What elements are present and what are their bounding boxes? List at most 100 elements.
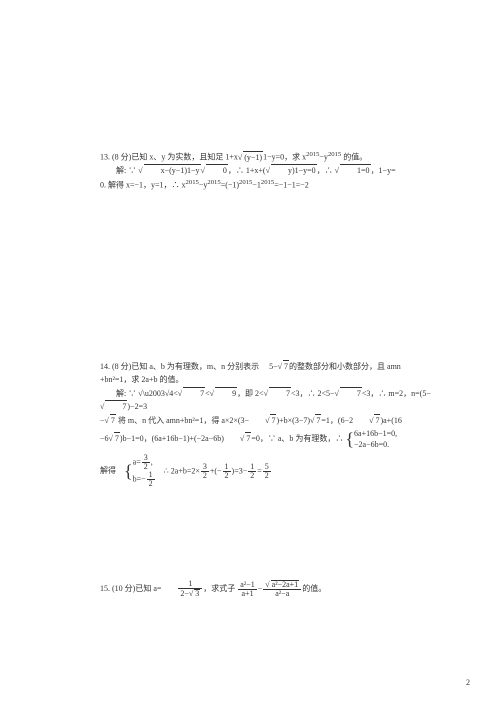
p15-f1d: 2− 3 — [178, 589, 202, 598]
brace2-b-label: b=− — [133, 475, 146, 484]
p13-sol-l2mid3: −1 — [252, 181, 261, 190]
p13-h-tail: −y — [319, 153, 328, 162]
p14-r2: ，即 2< — [237, 389, 264, 398]
brace-left-icon: { — [124, 462, 133, 480]
f3d: 2 — [248, 472, 256, 480]
p13-sol-line1: 解: ∵ x−(y−1)1−y0，∴ 1+x+(y)1−y=0，∴ 1=0，1−… — [100, 164, 450, 178]
p14-fe4: = — [257, 466, 262, 475]
frac-a: 32 — [142, 454, 150, 471]
p15-frac1: 12− 3 — [178, 580, 202, 598]
p13-sol-rad1: x−(y−1)1−y — [144, 164, 201, 178]
p15-f3n-rad: a²−2a+1 — [271, 580, 300, 589]
brace1-bot: −2a−6b=0. — [354, 439, 397, 450]
f2d: 2 — [223, 472, 231, 480]
radical-icon — [264, 389, 268, 398]
p15-f1d-rad: 3 — [194, 589, 200, 598]
brace2-row-a: a=32, — [133, 454, 156, 471]
p15-f2d: a+1 — [238, 590, 256, 598]
brace-system-1: { 6a+16b−1=0, −2a−6b=0. — [345, 428, 397, 450]
p13-header: 13. (8 分)已知 x、y 为实数，且知足 1+x — [100, 153, 238, 162]
radical-icon — [240, 434, 244, 443]
p13-sol-rad2: 0 — [206, 164, 228, 178]
p14-r1: 4< — [169, 389, 178, 398]
p13-sol-mid2: ，∴ — [317, 166, 335, 175]
p14-fe2: +(− — [210, 466, 222, 475]
p14-sol-line3: −67)b−1=0，(6a+16b−1)+(−2a−6b) 7=0，∵ a、b … — [100, 428, 450, 450]
p13-h-rad2: 求 x — [292, 153, 306, 162]
radical-icon — [335, 166, 339, 175]
p14-r1b: 7 — [183, 387, 205, 401]
radical-icon — [265, 580, 269, 589]
radical-icon — [189, 589, 193, 598]
p13-h-end: 的值。 — [341, 153, 367, 162]
p13-sol-prefix: 解: ∵ — [116, 166, 138, 175]
radical-icon — [310, 416, 314, 425]
p14-r2b: 7 — [269, 387, 291, 401]
page-number: 2 — [466, 678, 470, 687]
p15-line: 15. (10 分)已知 a= 12−3，求式子 a²−1a+1−a²−2a+1… — [100, 580, 450, 598]
p14-sol-prefix: 解: ∵ — [116, 389, 138, 398]
p14-fe1: ∴ 2a+b=2× — [164, 466, 200, 475]
p13-sol-sup2: 2015 — [207, 179, 220, 186]
p13-sup1: 2015 — [306, 151, 319, 158]
brace-left-icon: { — [345, 430, 354, 448]
p14-l3c: )b−1=0，(6a+16b−1)+(−2a−6b) — [120, 434, 240, 443]
p13-sol-l2a: 0. 解得 x=−1，y=1，∴ x — [100, 181, 186, 190]
problem-14: 14. (8 分)已知 a、b 为有理数，m、n 分别表示 5−7的整数部分和小… — [100, 360, 450, 488]
radical-icon — [100, 402, 104, 411]
brace2-row-b: b=−12 — [133, 471, 156, 488]
p14-final-expr: ∴ 2a+b=2×32+(−12)=3−12=52 — [164, 463, 272, 480]
p13-sol-line2: 0. 解得 x=−1，y=1，∴ x2015−y2015=(−1)2015−12… — [100, 178, 450, 192]
p14-final-prefix: 解得 — [100, 465, 116, 478]
p13-sup2: 2015 — [328, 151, 341, 158]
p14-sol-line1: 解: ∵ \u20034<7<9，即 2<7<3，∴ 2<5−7<3，∴ m=2… — [100, 387, 450, 415]
p15-tail: 的值。 — [302, 584, 326, 593]
p13-header-line: 13. (8 分)已知 x、y 为实数，且知足 1+x (y−1)1−y=0，求 … — [100, 150, 450, 164]
p14-r2c: <3，∴ 2<5− — [291, 389, 335, 398]
radical-icon — [210, 389, 214, 398]
p13-h-mid: 1−y=0， — [263, 153, 292, 162]
p13-sol-sup3: 2015 — [239, 179, 252, 186]
frac-f3: 12 — [248, 463, 256, 480]
p14-l2b: 将 m、n 代入 amn+bn²=1，得 a×2×(3− — [116, 416, 265, 425]
brace2-content: a=32, b=−12 — [133, 454, 156, 488]
p15-header: 15. (10 分)已知 a= — [100, 584, 177, 593]
p14-header-line: 14. (8 分)已知 a、b 为有理数，m、n 分别表示 5−7的整数部分和小… — [100, 360, 450, 374]
p15-frac3: a²−2a+1a²−a — [263, 580, 301, 598]
radical-icon — [201, 166, 205, 175]
p15-mid: ，求式子 — [203, 584, 235, 593]
brace-system-2: { a=32, b=−12 — [124, 454, 156, 488]
p14-l3e: =0，∵ a、b 为有理数，∴ — [251, 434, 343, 443]
radical-icon — [266, 166, 270, 175]
frac-f2: 12 — [223, 463, 231, 480]
problem-13: 13. (8 分)已知 x、y 为实数，且知足 1+x (y−1)1−y=0，求 … — [100, 150, 450, 193]
radical-icon — [138, 389, 142, 398]
radical-icon — [369, 416, 373, 425]
p14-r1d: 9 — [215, 387, 237, 401]
radical-icon — [105, 416, 109, 425]
p14-l2f: =1，(6−2 — [321, 416, 369, 425]
p15-f1n: 1 — [178, 580, 202, 589]
frac-b-den: 2 — [147, 480, 155, 488]
radical-icon — [335, 389, 339, 398]
p13-sol-rad4: 1=0 — [340, 164, 371, 178]
radical-icon — [278, 362, 282, 371]
brace1-top: 6a+16b−1=0, — [354, 428, 397, 439]
p13-sol-rad3: y)1−y=0 — [271, 164, 317, 178]
p15-f1d-pre: 2− — [180, 589, 189, 598]
radical-icon — [109, 434, 113, 443]
p14-r2g: )−2=3 — [127, 402, 147, 411]
radical-icon — [178, 389, 182, 398]
p15-f3d: a²−a — [263, 590, 301, 598]
problem-15: 15. (10 分)已知 a= 12−3，求式子 a²−1a+1−a²−2a+1… — [100, 580, 450, 598]
f1d: 2 — [201, 472, 209, 480]
p15-mid2: − — [258, 584, 263, 593]
p14-r2f: 7 — [105, 400, 127, 414]
p14-l2d: )+b×(3−7) — [276, 416, 310, 425]
p14-line2: +bn²=1，求 2a+b 的值。 — [100, 374, 450, 387]
radical-icon — [138, 166, 142, 175]
p13-rad1: (y−1) — [243, 151, 263, 165]
p14-r2e: <3，∴ m=2，n=(5− — [362, 389, 447, 398]
radical-icon — [238, 153, 242, 162]
radical-icon — [265, 416, 269, 425]
